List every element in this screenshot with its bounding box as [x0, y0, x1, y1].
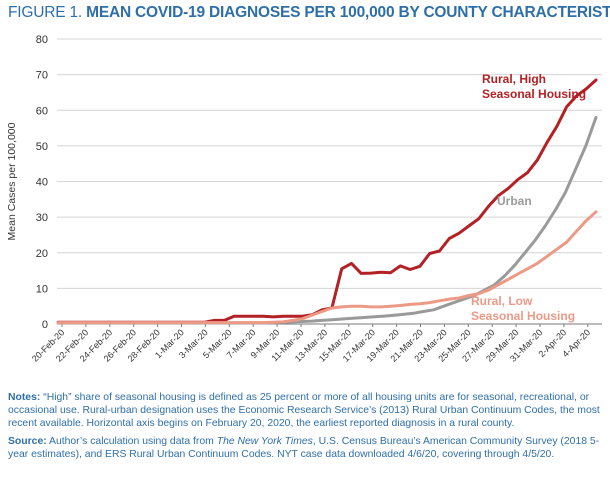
y-tick-label: 10: [36, 283, 48, 295]
y-tick-label: 0: [42, 319, 48, 331]
series-label-line: Seasonal Housing: [471, 309, 575, 323]
series-label-line: Seasonal Housing: [482, 87, 586, 101]
series-label-line: Urban: [497, 194, 532, 208]
y-tick-label: 30: [36, 212, 48, 224]
series-line: [56, 210, 598, 325]
y-tick-label: 80: [36, 34, 48, 46]
y-tick-label: 20: [36, 248, 48, 260]
figure-title-text: MEAN COVID-19 DIAGNOSES PER 100,000 BY C…: [86, 4, 610, 21]
y-tick-label: 50: [36, 141, 48, 153]
y-axis-label: Mean Cases per 100,000: [6, 122, 18, 240]
source-text-before: Author’s calculation using data from: [49, 435, 214, 447]
source-label: Source:: [8, 435, 47, 447]
y-tick-label: 40: [36, 177, 48, 189]
series-label: Rural, High Seasonal Housing: [482, 72, 586, 101]
notes-paragraph: Notes: “High” share of seasonal housing …: [8, 391, 606, 431]
x-axis-ticks: 20-Feb-2022-Feb-2024-Feb-2026-Feb-2028-F…: [30, 324, 592, 364]
notes-text: “High” share of seasonal housing is defi…: [8, 392, 600, 430]
series-label-line: Rural, Low: [471, 294, 533, 308]
series-label: Rural, Low Seasonal Housing: [471, 294, 575, 323]
series-lines: [56, 78, 598, 325]
notes-section: Notes: “High” share of seasonal housing …: [8, 391, 606, 465]
series-label-line: Rural, High: [482, 72, 546, 86]
y-tick-label: 60: [36, 105, 48, 117]
y-tick-label: 70: [36, 70, 48, 82]
y-axis-ticks: 0 10 20 30 40 50 60 70 80: [36, 34, 48, 331]
figure-title: FIGURE 1. MEAN COVID-19 DIAGNOSES PER 10…: [8, 4, 610, 22]
grid-lines: [57, 38, 602, 289]
line-chart: 0 10 20 30 40 50 60 70 80 20-Feb-2022-Feb-2024-F…: [6, 34, 602, 364]
figure-number: FIGURE 1.: [8, 4, 82, 21]
series-label: Urban: [497, 194, 532, 208]
source-text-after: , U.S. Census Bureau’s American Communit…: [8, 435, 600, 460]
series-line: [56, 115, 598, 325]
source-paragraph: Source: Author’s calculation using data …: [8, 435, 606, 461]
notes-label: Notes:: [8, 392, 41, 403]
source-publication: The New York Times: [216, 435, 313, 447]
